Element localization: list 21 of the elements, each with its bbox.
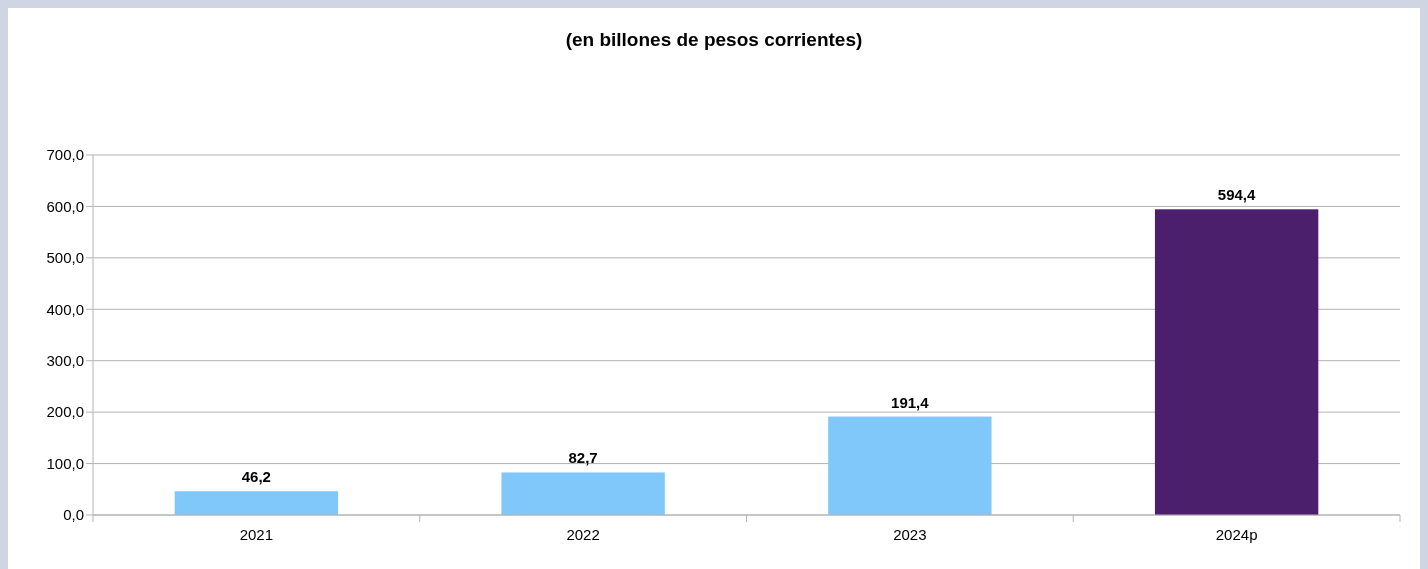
y-tick-label: 500,0 bbox=[46, 249, 84, 267]
data-label: 594,4 bbox=[1217, 186, 1257, 204]
bar bbox=[174, 491, 339, 515]
x-tick-label: 2022 bbox=[566, 526, 600, 543]
y-tick-label: 100,0 bbox=[46, 454, 84, 472]
y-tick-label: 600,0 bbox=[46, 197, 84, 215]
x-tick-label: 2023 bbox=[893, 526, 927, 543]
x-tick-label: 2024p bbox=[1215, 526, 1258, 543]
bar bbox=[1154, 209, 1319, 515]
data-label: 82,7 bbox=[568, 449, 598, 467]
y-tick-label: 400,0 bbox=[46, 300, 84, 318]
bar bbox=[828, 416, 992, 515]
data-label: 191,4 bbox=[891, 393, 930, 411]
data-label: 46,2 bbox=[241, 468, 271, 486]
y-tick-label: 0,0 bbox=[63, 506, 84, 524]
y-tick-label: 300,0 bbox=[46, 351, 84, 369]
x-tick-label: 2021 bbox=[239, 526, 274, 543]
y-tick-label: 200,0 bbox=[46, 403, 84, 421]
bar bbox=[501, 472, 665, 515]
chart-title: (en billones de pesos corrientes) bbox=[565, 29, 863, 50]
y-tick-label: 700,0 bbox=[46, 146, 84, 164]
